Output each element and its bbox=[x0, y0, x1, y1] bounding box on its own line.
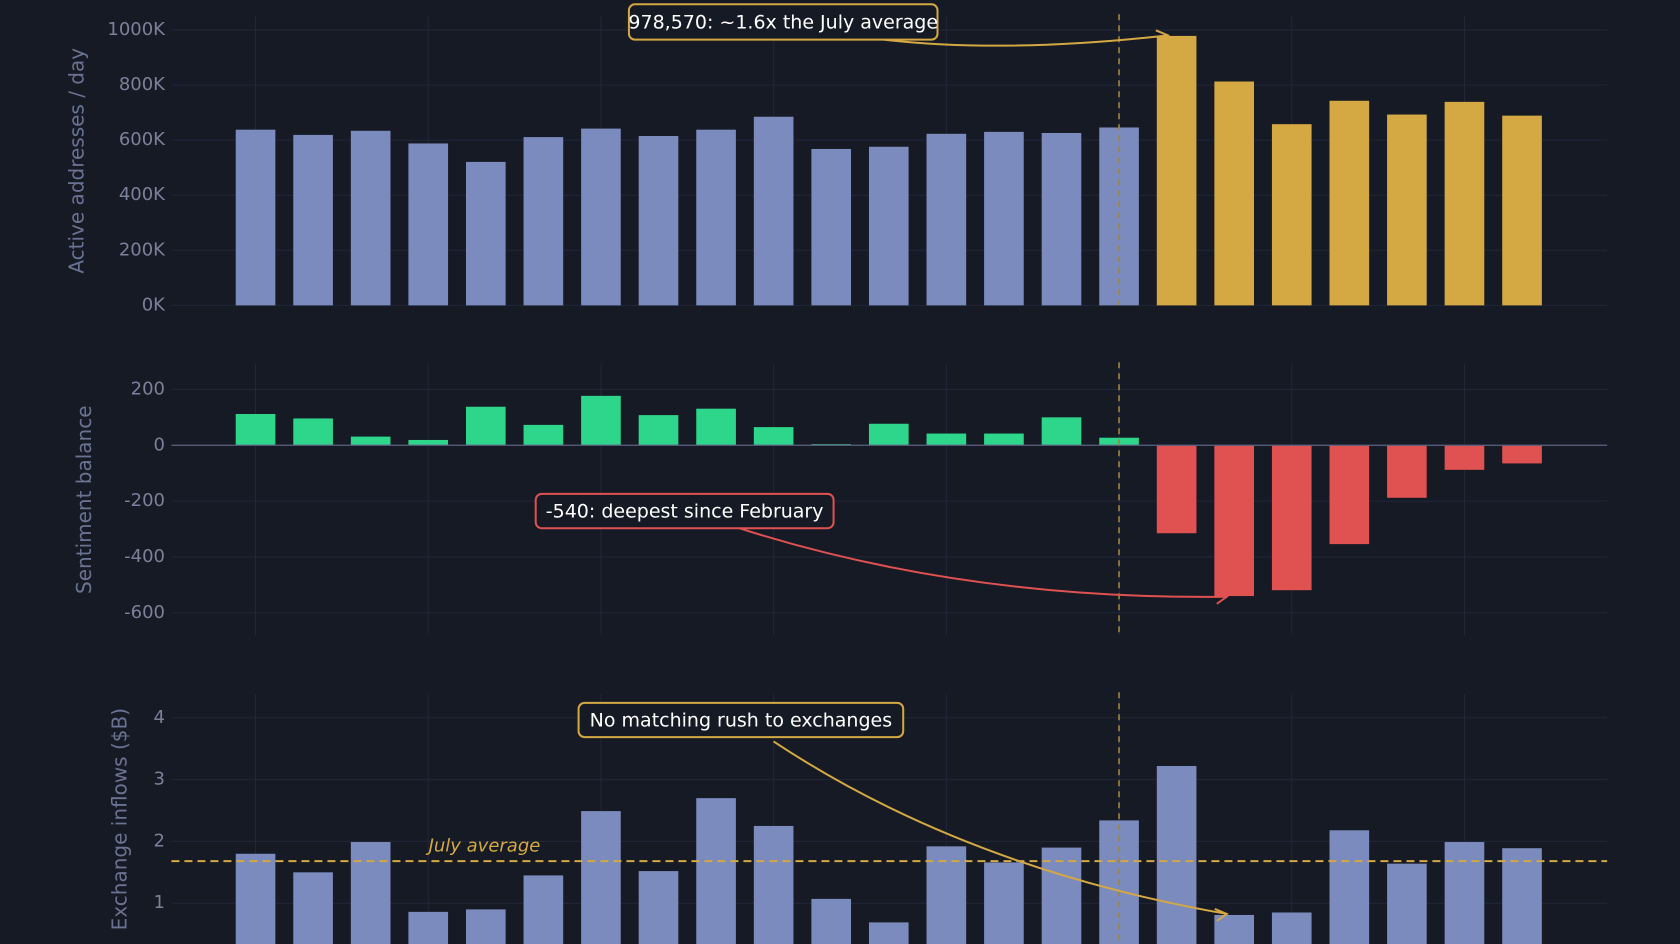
bar bbox=[984, 862, 1024, 944]
bar bbox=[235, 129, 276, 306]
y-tick-label: 200K bbox=[119, 239, 166, 260]
bar bbox=[1156, 35, 1197, 306]
bar bbox=[638, 136, 679, 306]
annotation-arrow bbox=[883, 34, 1168, 47]
y-axis-title: Sentiment balance bbox=[72, 405, 96, 593]
y-tick-label: 4 bbox=[154, 707, 165, 728]
bar bbox=[293, 418, 333, 446]
bar bbox=[1444, 101, 1485, 306]
bar bbox=[868, 423, 909, 446]
bar bbox=[465, 909, 506, 944]
bar bbox=[1214, 445, 1255, 597]
annotation-box bbox=[577, 701, 905, 739]
bar bbox=[1041, 132, 1082, 306]
annotation-arrow bbox=[738, 527, 1227, 598]
bar bbox=[408, 911, 449, 944]
bar bbox=[465, 406, 506, 446]
bar bbox=[1387, 114, 1427, 306]
bar bbox=[1329, 100, 1370, 306]
annotation: 978,570: ~1.6x the July average bbox=[628, 11, 938, 33]
reference-label: July average bbox=[426, 835, 541, 856]
arrow-head bbox=[1214, 590, 1229, 605]
y-tick-label: 1 bbox=[154, 892, 165, 913]
bar bbox=[408, 143, 449, 306]
bar bbox=[1329, 445, 1370, 545]
bar bbox=[696, 408, 736, 446]
bar bbox=[1041, 847, 1082, 944]
y-tick-label: 0K bbox=[142, 294, 166, 315]
bar bbox=[1156, 445, 1197, 534]
bar bbox=[926, 433, 967, 446]
bar bbox=[581, 811, 621, 944]
bar bbox=[1329, 830, 1370, 944]
bar bbox=[523, 875, 564, 944]
y-tick-label: -400 bbox=[124, 546, 165, 567]
y-tick-label: 3 bbox=[154, 769, 165, 790]
y-tick-label: 2 bbox=[154, 830, 165, 851]
bar bbox=[1271, 124, 1312, 306]
bar bbox=[1271, 445, 1312, 591]
y-tick-label: 0 bbox=[154, 434, 165, 455]
bar bbox=[811, 898, 852, 944]
bar bbox=[1387, 863, 1427, 944]
bar bbox=[523, 424, 564, 446]
y-tick-label: -600 bbox=[124, 602, 165, 623]
bar bbox=[293, 872, 333, 944]
annotation: No matching rush to exchanges bbox=[590, 710, 892, 732]
bar bbox=[235, 413, 276, 446]
y-tick-label: 1000K bbox=[107, 19, 166, 40]
bar bbox=[753, 427, 794, 446]
bar bbox=[696, 798, 736, 944]
bar bbox=[811, 148, 852, 306]
bar bbox=[1156, 765, 1197, 944]
bar bbox=[350, 842, 391, 944]
y-tick-label: -200 bbox=[124, 490, 165, 511]
bar bbox=[1502, 445, 1542, 464]
bar bbox=[581, 128, 621, 306]
bar bbox=[868, 146, 909, 306]
bar bbox=[523, 137, 564, 306]
bar bbox=[235, 853, 276, 944]
y-axis-title: Exchange inflows ($B) bbox=[108, 708, 132, 930]
annotation: -540: deepest since February bbox=[546, 501, 824, 523]
arrow-head bbox=[1214, 908, 1229, 922]
bar bbox=[350, 436, 391, 446]
y-axis-title: Active addresses / day bbox=[65, 48, 89, 274]
bar bbox=[926, 133, 967, 306]
y-tick-label: 400K bbox=[119, 184, 166, 205]
arrow-head bbox=[1155, 29, 1170, 44]
bar bbox=[465, 161, 506, 306]
bar bbox=[926, 846, 967, 944]
bar bbox=[638, 871, 679, 944]
bar bbox=[1502, 115, 1542, 306]
bar bbox=[696, 129, 736, 306]
annotation-box bbox=[534, 492, 835, 530]
bar bbox=[408, 439, 449, 446]
annotation-arrow bbox=[773, 740, 1227, 915]
bar bbox=[1271, 912, 1312, 944]
bar bbox=[1387, 445, 1427, 498]
bar bbox=[1041, 417, 1082, 446]
bar bbox=[1214, 81, 1255, 306]
bar bbox=[984, 433, 1024, 446]
y-tick-label: 800K bbox=[119, 74, 166, 95]
bar bbox=[1502, 848, 1542, 944]
y-tick-label: 200 bbox=[131, 378, 165, 399]
bar bbox=[1214, 914, 1255, 944]
y-tick-label: 600K bbox=[119, 129, 166, 150]
bar bbox=[753, 825, 794, 944]
bar bbox=[581, 395, 621, 446]
bar bbox=[753, 116, 794, 306]
bar bbox=[1444, 445, 1485, 470]
annotation-box bbox=[627, 3, 939, 41]
bar bbox=[1444, 842, 1485, 944]
bar bbox=[350, 130, 391, 306]
bar bbox=[293, 134, 333, 306]
bar bbox=[868, 922, 909, 944]
bar bbox=[638, 415, 679, 446]
bar bbox=[984, 131, 1024, 306]
